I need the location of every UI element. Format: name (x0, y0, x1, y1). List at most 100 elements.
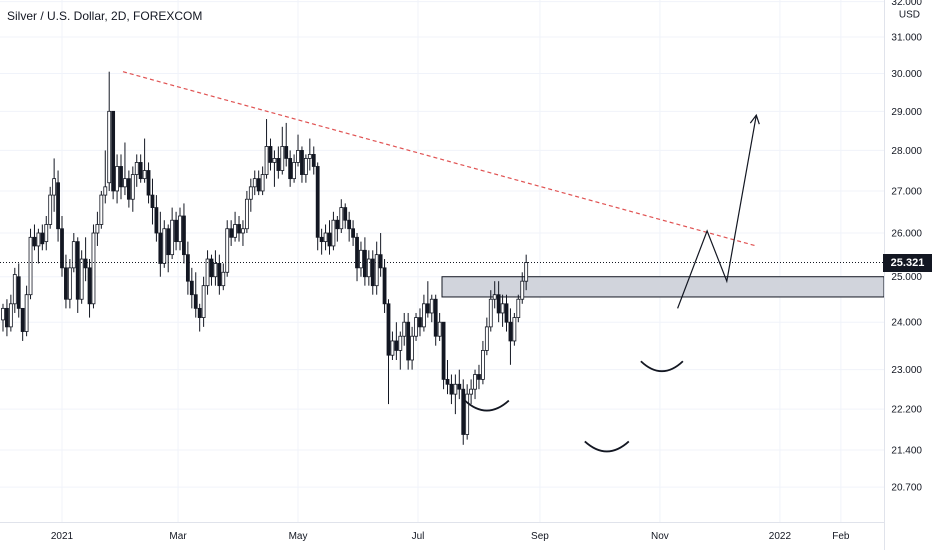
candle (449, 374, 454, 405)
candle-body (174, 219, 178, 243)
candle (67, 259, 72, 309)
candle-body (418, 317, 422, 328)
y-tick-label: 25.000 (891, 272, 922, 283)
current-price-tag: 25.321 (883, 254, 932, 272)
candle-body (414, 317, 418, 337)
candle (126, 170, 131, 208)
candle (418, 308, 422, 337)
y-tick-label: 22.200 (891, 405, 922, 416)
x-tick-label: Nov (651, 531, 669, 542)
candle-body (433, 298, 438, 337)
candle (481, 340, 485, 385)
candle (201, 276, 206, 327)
candle-body (343, 207, 348, 221)
candle-body (524, 262, 529, 282)
candle-body (99, 194, 104, 225)
candle (374, 241, 379, 295)
candle-body (382, 267, 387, 305)
candle-body (437, 321, 442, 337)
candle (516, 294, 521, 323)
candle (303, 154, 308, 183)
candle (402, 312, 407, 346)
candle-body (276, 158, 281, 171)
candle (307, 138, 312, 171)
candle (382, 259, 387, 313)
candle-body (492, 294, 497, 300)
candle-body (170, 219, 175, 256)
candle (48, 186, 53, 229)
candle-body (134, 162, 139, 175)
candle-body (284, 146, 289, 159)
candle (185, 241, 190, 295)
candle (335, 216, 340, 242)
candle-body (162, 228, 167, 264)
candle (272, 150, 277, 187)
right-shoulder-arc (640, 360, 684, 373)
resistance-zone (441, 276, 885, 298)
y-tick-label: 20.700 (891, 483, 922, 494)
candle-body (252, 178, 257, 188)
candle (213, 250, 218, 286)
candle-body (398, 335, 403, 351)
candle-body (244, 198, 249, 230)
candle (315, 162, 320, 251)
candle (504, 294, 509, 332)
annotations (122, 71, 760, 453)
candle (28, 228, 33, 300)
y-tick-label: 31.000 (891, 33, 922, 44)
candle-body (351, 228, 355, 238)
candle-body (241, 228, 245, 234)
candle (445, 359, 450, 395)
candle-body (95, 224, 100, 234)
candle-body (496, 294, 501, 314)
candle-body (465, 393, 470, 435)
candle-body (229, 228, 234, 238)
candle-body (296, 150, 300, 163)
candles (1, 71, 529, 445)
candle-body (182, 215, 186, 256)
candle-body (225, 228, 230, 273)
candle (205, 250, 210, 295)
candle (347, 211, 352, 242)
candle-body (1, 307, 5, 321)
candle-body (477, 374, 481, 380)
candle-body (40, 232, 45, 245)
candle-body (319, 236, 324, 243)
candle (36, 228, 41, 264)
candle (288, 150, 293, 187)
y-tick-label: 32.000 (891, 0, 922, 8)
candle-body (154, 207, 159, 234)
candle (300, 146, 304, 183)
candle (390, 331, 395, 360)
candle-body (64, 267, 68, 300)
y-tick-label: 23.000 (891, 365, 922, 376)
candle (264, 119, 269, 179)
candle-body (303, 158, 308, 175)
candle (99, 190, 104, 229)
downtrend-line (122, 71, 757, 247)
candle-body (366, 258, 371, 278)
candle-body (12, 274, 17, 305)
y-tick-label: 21.400 (891, 446, 922, 457)
candle-body (107, 110, 112, 184)
candle-body (410, 335, 414, 361)
candle (87, 259, 92, 318)
candle (16, 263, 21, 318)
candle (189, 267, 194, 309)
candle (158, 211, 163, 277)
candle-body (264, 146, 269, 175)
candle (520, 272, 525, 304)
candle-body (123, 178, 127, 188)
candle (437, 312, 442, 341)
candle-body (339, 207, 344, 230)
candle-body (331, 219, 336, 247)
y-axis-unit: USD (899, 10, 920, 21)
candle (508, 308, 513, 365)
candle-body (91, 232, 96, 305)
candle (256, 170, 261, 196)
candle-body (111, 110, 116, 192)
candle-body (429, 298, 434, 314)
candle-body (516, 298, 521, 318)
candle-body (205, 258, 210, 287)
